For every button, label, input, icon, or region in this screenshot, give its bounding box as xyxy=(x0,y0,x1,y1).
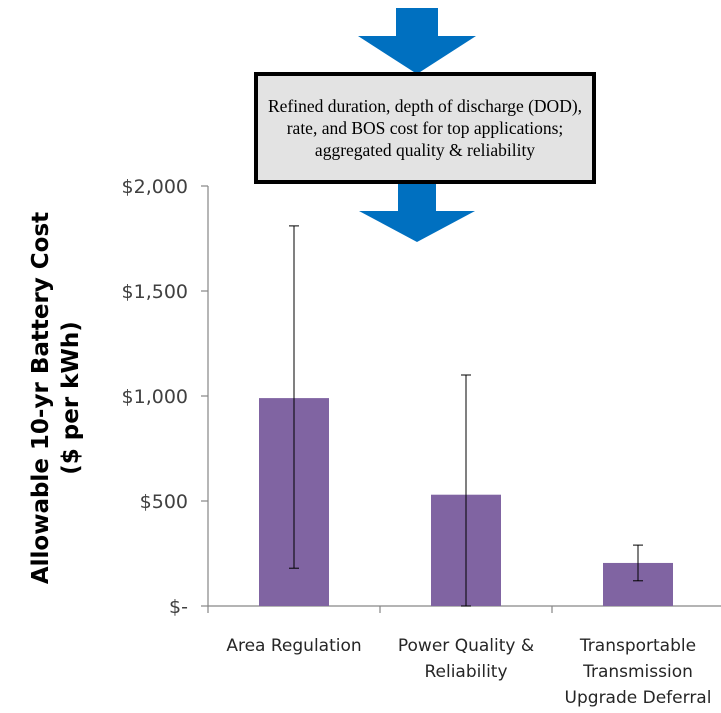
x-category-label: Reliability xyxy=(424,662,507,682)
y-axis-title: Allowable 10-yr Battery Cost ($ per kWh) xyxy=(28,212,84,584)
y-tick-label: $2,000 xyxy=(122,176,188,198)
x-category-label: Area Regulation xyxy=(226,636,361,656)
x-category-label: Transmission xyxy=(582,662,693,682)
callout-box: Refined duration, depth of discharge (DO… xyxy=(254,72,596,184)
y-tick-label: $1,000 xyxy=(122,386,188,408)
y-tick-label: $- xyxy=(169,596,188,618)
x-category-label: Power Quality & xyxy=(398,636,534,656)
down-arrow-bottom-icon xyxy=(359,184,475,242)
x-category-label: Transportable xyxy=(579,636,696,656)
down-arrow-top-icon xyxy=(358,8,476,74)
y-axis-title-line-1: Allowable 10-yr Battery Cost xyxy=(28,212,54,584)
callout-text: Refined duration, depth of discharge (DO… xyxy=(267,96,583,160)
y-axis-title-line-2: ($ per kWh) xyxy=(58,321,84,475)
y-tick-label: $1,500 xyxy=(122,281,188,303)
plot-area: $- $500 $1,000 $1,500 $2,000 Area Regulation P… xyxy=(122,176,721,708)
y-tick-label: $500 xyxy=(140,491,188,513)
x-category-label: Upgrade Deferral xyxy=(565,688,712,708)
